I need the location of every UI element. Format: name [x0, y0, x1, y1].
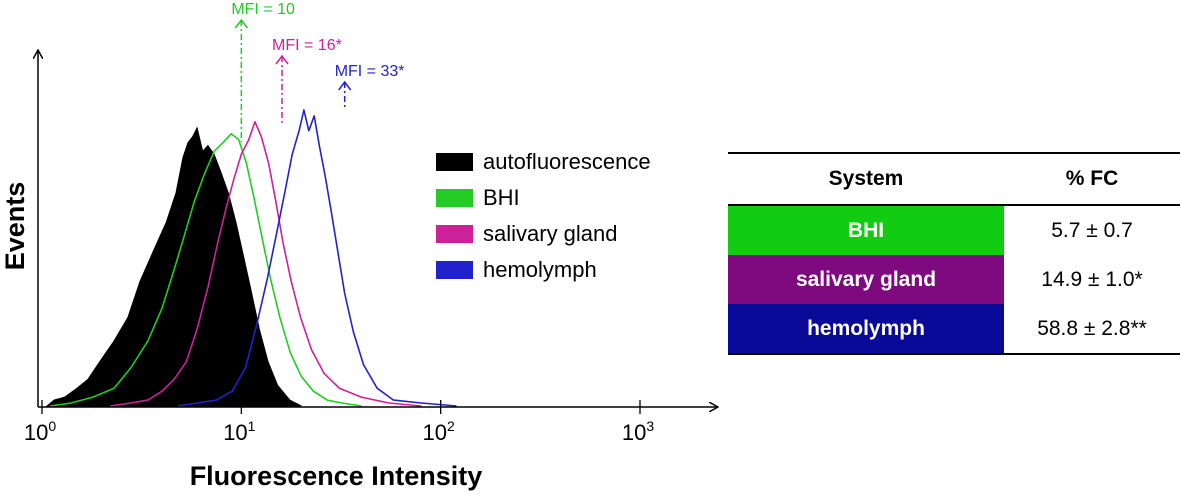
table-row: hemolymph 58.8 ± 2.8** [728, 304, 1180, 355]
x-tick-label: 100 [24, 418, 56, 445]
series-salivary-gland-curve [110, 121, 422, 407]
fc-table: System % FC BHI 5.7 ± 0.7 salivary gland… [728, 152, 1180, 355]
fc-value-salivary-gland: 14.9 ± 1.0* [1041, 267, 1143, 291]
table-row: salivary gland 14.9 ± 1.0* [728, 255, 1180, 304]
legend-swatch-bhi [436, 189, 473, 207]
header-fc: % FC [1004, 152, 1180, 206]
fc-table-header-row: System % FC [728, 152, 1180, 206]
legend: autofluorescence BHI salivary gland hemolym… [436, 149, 651, 282]
legend-swatch-autofluorescence [436, 153, 473, 171]
mfi-label: MFI = 16* [272, 37, 342, 54]
legend-label-bhi: BHI [483, 185, 520, 210]
series-bhi-curve [50, 132, 362, 407]
table-row: BHI 5.7 ± 0.7 [728, 205, 1180, 255]
system-cell-bhi: BHI [728, 205, 1004, 255]
series-layer [45, 109, 457, 407]
x-tick-label: 102 [423, 418, 455, 445]
mfi-marker-arrow [275, 54, 289, 65]
mfi-label: MFI = 33* [335, 63, 405, 80]
system-cell-salivary-gland: salivary gland [728, 255, 1004, 304]
legend-label-hemolymph: hemolymph [483, 257, 597, 282]
system-cell-hemolymph: hemolymph [728, 304, 1004, 355]
mfi-label: MFI = 10 [231, 1, 295, 18]
x-tick-layer: 100 101 102 103 [24, 400, 654, 445]
legend-label-autofluorescence: autofluorescence [483, 149, 651, 174]
header-system: System [728, 152, 1004, 206]
legend-swatch-hemolymph [436, 261, 473, 279]
series-hemolymph-curve [177, 109, 457, 407]
fc-value-bhi: 5.7 ± 0.7 [1051, 218, 1133, 242]
y-axis-title: Events [0, 182, 30, 271]
x-axis-title: Fluorescence Intensity [190, 461, 483, 491]
x-tick-label: 103 [622, 418, 654, 445]
fc-value-hemolymph: 58.8 ± 2.8** [1004, 304, 1180, 355]
mfi-marker-arrow [234, 18, 248, 29]
legend-label-salivary-gland: salivary gland [483, 221, 618, 246]
x-tick-label: 101 [223, 418, 255, 445]
mfi-annotation-layer: MFI = 10 MFI = 16* MFI = 33* [231, 1, 405, 142]
legend-swatch-salivary-gland [436, 225, 473, 243]
mfi-marker-arrow [338, 80, 352, 91]
